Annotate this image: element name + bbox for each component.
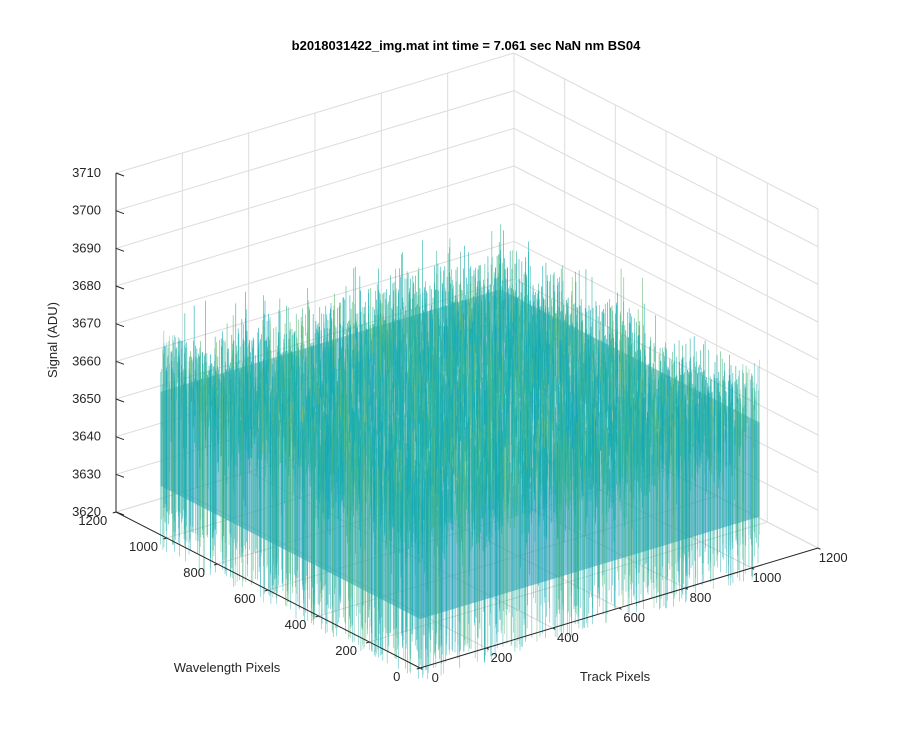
side-wall-z-line — [513, 240, 819, 398]
side-wall-z-line — [513, 203, 819, 361]
back-wall-z-line — [115, 127, 515, 249]
side-wall-z-line — [513, 165, 819, 323]
side-wall-z-line — [513, 52, 819, 210]
surface-plot — [160, 224, 760, 680]
back-wall-z-line — [115, 52, 515, 174]
back-wall-z-line — [115, 203, 515, 325]
back-wall-z-line — [115, 165, 515, 287]
side-wall-z-line — [513, 127, 819, 285]
side-wall-z-line — [513, 90, 819, 248]
back-wall-z-line — [115, 90, 515, 212]
back-wall-z-line — [115, 240, 515, 362]
